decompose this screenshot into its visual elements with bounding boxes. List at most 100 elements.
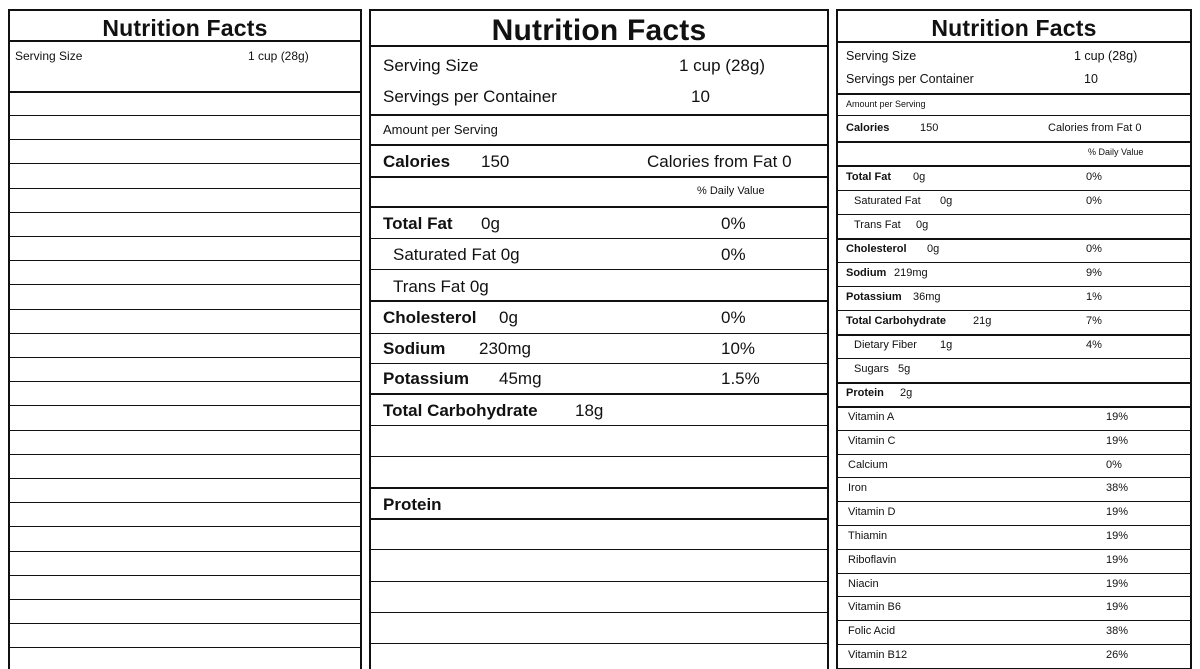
vitamin-dv: 19% [1106, 530, 1129, 542]
nutrient-name: Potassium [846, 291, 902, 303]
total-fat-label: Total Fat [383, 214, 453, 233]
nutrient-amount: 0g [916, 219, 929, 231]
vitamin-name: Vitamin A [848, 411, 895, 423]
saturated-fat-label: Saturated Fat 0g [393, 245, 520, 264]
amount-per-serving: Amount per Serving [846, 99, 926, 109]
section-divider [371, 144, 827, 146]
nutrient-amount: 5g [898, 363, 911, 375]
vitamin-dv: 26% [1106, 649, 1129, 661]
section-divider [371, 518, 827, 520]
vitamin-dv: 38% [1106, 482, 1129, 494]
nutrition-label-basic: Nutrition Facts Serving Size 1 cup (28g)… [369, 9, 829, 669]
label-title: Nutrition Facts [102, 15, 268, 41]
row-divider [371, 456, 827, 457]
nutrient-amount: 0g [927, 243, 940, 255]
nutrient-name: Total Carbohydrate [846, 315, 947, 327]
calories-label: Calories [383, 152, 451, 171]
vitamin-dv: 19% [1106, 554, 1129, 566]
row-divider [838, 573, 1190, 574]
serving-size-value: 1 cup (28g) [679, 56, 765, 75]
vitamin-name: Vitamin D [848, 506, 896, 518]
vitamin-name: Folic Acid [848, 625, 896, 637]
nutrient-name: Protein [846, 387, 884, 399]
nutrient-amount: 36mg [913, 291, 941, 303]
vitamin-name: Iron [848, 482, 867, 494]
title-divider [371, 45, 827, 47]
servings-per-container-label: Servings per Container [383, 87, 557, 106]
section-divider [371, 176, 827, 178]
row-divider [838, 310, 1190, 311]
blank-row-line [10, 260, 360, 261]
row-divider [838, 382, 1190, 384]
vitamin-name: Niacin [848, 578, 879, 590]
servings-per-container-value: 10 [1084, 72, 1098, 86]
nutrient-amount: 21g [973, 315, 992, 327]
nutrient-dv: 7% [1086, 315, 1102, 327]
blank-row-line [10, 623, 360, 624]
section-divider [371, 487, 827, 489]
row-divider [371, 238, 827, 239]
servings-per-container-value: 10 [691, 87, 710, 106]
row-divider [838, 477, 1190, 478]
nutrient-dv: 1% [1086, 291, 1102, 303]
row-divider [838, 549, 1190, 550]
serving-size-label: Serving Size [846, 49, 917, 63]
row-divider [371, 643, 827, 644]
calories-label: Calories [846, 122, 890, 134]
calories-value: 150 [481, 152, 510, 171]
total-fat-amount: 0g [481, 214, 500, 233]
daily-value-header: % Daily Value [697, 185, 765, 197]
calories-from-fat: Calories from Fat 0 [647, 152, 792, 171]
serving-size-value: 1 cup (28g) [1074, 49, 1138, 63]
vitamin-name: Vitamin B6 [848, 601, 901, 613]
serving-size-label: Serving Size [15, 49, 83, 63]
row-divider [838, 406, 1190, 408]
row-divider [371, 269, 827, 270]
blank-row-line [10, 309, 360, 310]
nutrient-amount: 219mg [894, 267, 928, 279]
nutrient-dv: 4% [1086, 339, 1102, 351]
total-carbohydrate-label: Total Carbohydrate [383, 401, 538, 420]
blank-row-line [10, 139, 360, 140]
nutrient-name: Dietary Fiber [854, 339, 917, 351]
nutrient-dv: 0% [1086, 195, 1102, 207]
nutrient-name: Cholesterol [846, 243, 907, 255]
amount-per-serving: Amount per Serving [383, 122, 498, 137]
protein-label: Protein [383, 495, 442, 514]
trans-fat-label: Trans Fat 0g [393, 277, 489, 296]
row-divider [371, 333, 827, 334]
potassium-label: Potassium [383, 369, 469, 388]
title-divider [838, 41, 1190, 43]
row-divider [838, 430, 1190, 431]
vitamin-name: Vitamin C [848, 435, 896, 447]
blank-row-line [10, 526, 360, 527]
blank-row-line [10, 333, 360, 334]
nutrient-dv: 0% [1086, 171, 1102, 183]
row-divider [838, 238, 1190, 240]
blank-row-line [10, 430, 360, 431]
row-divider [838, 190, 1190, 191]
blank-row-line [10, 236, 360, 237]
total-fat-dv: 0% [721, 214, 746, 233]
row-divider [371, 581, 827, 582]
blank-row-line [10, 551, 360, 552]
section-divider [371, 300, 827, 302]
blank-row-line [10, 212, 360, 213]
blank-row-line [10, 599, 360, 600]
row-divider [838, 334, 1190, 336]
vitamin-name: Riboflavin [848, 554, 897, 566]
row-divider [838, 286, 1190, 287]
section-divider [838, 165, 1190, 167]
row-divider [371, 612, 827, 613]
row-divider [838, 501, 1190, 502]
title-divider [10, 40, 360, 42]
label-title: Nutrition Facts [491, 14, 707, 47]
blank-row-line [10, 647, 360, 648]
serving-size-label: Serving Size [383, 56, 479, 75]
row-divider [838, 214, 1190, 215]
blank-row-line [10, 115, 360, 116]
nutrient-amount: 2g [900, 387, 913, 399]
nutrient-amount: 0g [913, 171, 926, 183]
vitamin-dv: 19% [1106, 435, 1129, 447]
nutrient-name: Trans Fat [854, 219, 901, 231]
